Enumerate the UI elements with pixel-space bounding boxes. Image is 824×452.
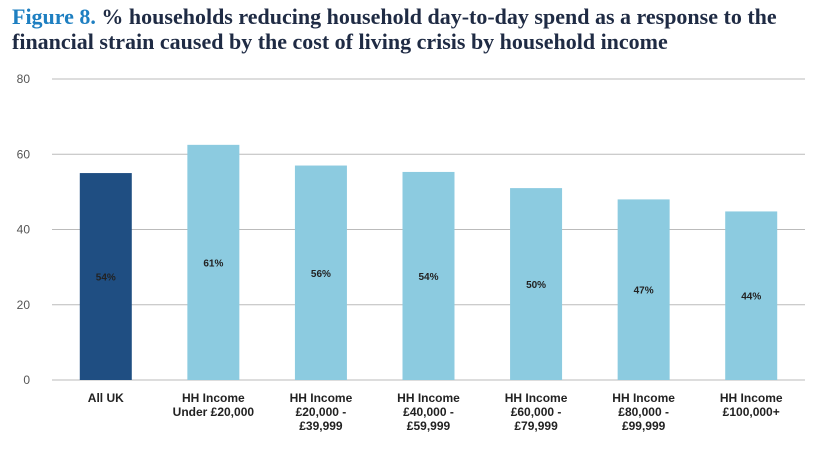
category-label: £79,999 <box>514 419 558 433</box>
bar-5 <box>617 199 670 380</box>
bar-3 <box>402 171 455 380</box>
category-label: Under £20,000 <box>173 405 255 419</box>
chart-title-text: % households reducing household day-to-d… <box>12 4 777 54</box>
category-label: HH Income <box>397 391 460 405</box>
category-label: £59,999 <box>407 419 451 433</box>
bar-6 <box>725 211 778 380</box>
y-tick-label: 60 <box>17 147 31 161</box>
figure-number: Figure 8. <box>12 4 96 29</box>
category-label: £99,999 <box>622 419 666 433</box>
data-label: 44% <box>741 292 761 303</box>
bar-0 <box>79 173 132 380</box>
gridlines <box>52 78 805 381</box>
category-label: £80,000 - <box>618 405 669 419</box>
data-label: 54% <box>96 273 116 284</box>
y-tick-label: 40 <box>17 223 31 237</box>
category-label: £39,999 <box>299 419 343 433</box>
data-label: 56% <box>311 269 331 280</box>
y-tick-label: 20 <box>17 298 31 312</box>
category-label: HH Income <box>720 391 783 405</box>
category-label: HH Income <box>290 391 353 405</box>
category-label: All UK <box>88 391 124 405</box>
data-label: 54% <box>418 272 438 283</box>
bar-2 <box>294 165 347 380</box>
y-tick-label: 80 <box>17 72 31 86</box>
category-label: £40,000 - <box>403 405 454 419</box>
data-label: 50% <box>526 280 546 291</box>
bar-1 <box>187 144 240 380</box>
data-label: 47% <box>634 286 654 297</box>
data-label: 61% <box>203 258 223 269</box>
y-axis-ticks: 0 20 40 60 80 <box>17 72 31 387</box>
category-label: £20,000 - <box>296 405 347 419</box>
category-label: HH Income <box>182 391 245 405</box>
y-tick-label: 0 <box>23 373 30 387</box>
category-label: HH Income <box>505 391 568 405</box>
category-label: £100,000+ <box>723 405 780 419</box>
bars <box>79 144 778 380</box>
data-labels: 54% 61% 56% 54% 50% 47% 44% <box>96 258 762 302</box>
category-label: HH Income <box>612 391 675 405</box>
chart-title: Figure 8. % households reducing househol… <box>12 4 812 54</box>
bar-4 <box>510 188 563 380</box>
category-label: £60,000 - <box>511 405 562 419</box>
